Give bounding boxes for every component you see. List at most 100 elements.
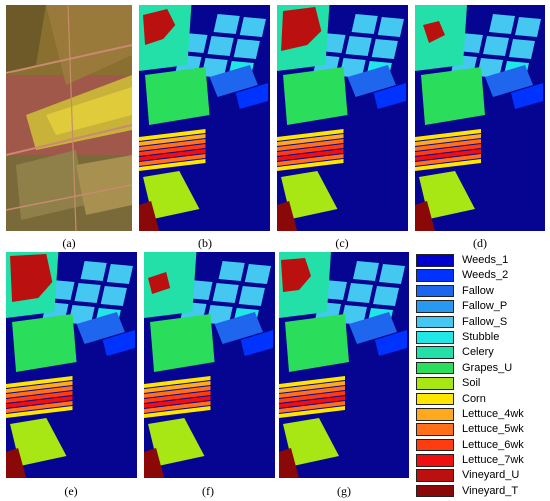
legend-swatch xyxy=(416,438,454,452)
legend-swatch xyxy=(416,315,454,329)
field-vineyard-u xyxy=(281,258,311,292)
field-lettuce-stripe xyxy=(279,376,345,388)
legend-label: Fallow_S xyxy=(462,315,508,328)
panel-c-classification-map xyxy=(277,5,408,231)
field-fallow-s xyxy=(345,36,372,56)
field-lettuce-stripe xyxy=(277,134,344,146)
legend-swatch xyxy=(416,454,454,467)
field-fallow-s xyxy=(373,286,399,306)
legend-label: Celery xyxy=(462,346,494,359)
field-lettuce-stripe xyxy=(139,129,206,141)
field-soil xyxy=(143,171,200,219)
field-celery xyxy=(415,5,467,71)
legend-swatch xyxy=(416,423,454,436)
legend-item: Corn xyxy=(414,392,548,407)
field-lettuce-stripe xyxy=(277,149,344,161)
field-fallow xyxy=(209,65,258,97)
legend-label: Vineyard_T xyxy=(462,484,519,497)
field-lettuce-stripe xyxy=(277,139,344,151)
field-fallow-s xyxy=(353,261,379,281)
field-weeds-2 xyxy=(373,83,406,109)
field-celery xyxy=(144,252,197,318)
legend-item: Vineyard_T xyxy=(414,484,548,499)
field-weeds-2 xyxy=(102,330,135,356)
field-lettuce-stripe xyxy=(279,391,345,403)
field-fallow-s xyxy=(477,58,503,78)
legend-label: Fallow_P xyxy=(462,300,508,313)
field-lettuce-stripe xyxy=(6,391,73,403)
field-grapes-u xyxy=(283,67,348,125)
field-lettuce-stripe xyxy=(144,406,211,418)
field-lettuce-stripe xyxy=(279,381,345,393)
field-lettuce-stripe xyxy=(139,144,206,156)
legend-label: Weeds_2 xyxy=(462,269,509,282)
field-vineyard-t xyxy=(144,448,165,478)
legend-swatch xyxy=(416,484,454,498)
field-lettuce-stripe xyxy=(144,391,211,403)
field-lettuce-stripe xyxy=(139,149,206,161)
field-lettuce-stripe xyxy=(6,401,73,413)
field-fallow-s xyxy=(489,14,515,34)
legend-item: Lettuce_5wk xyxy=(414,422,548,437)
field-weeds-2 xyxy=(511,83,543,109)
field-lettuce-stripe xyxy=(6,386,73,398)
legend-item: Lettuce_7wk xyxy=(414,453,548,468)
field-vineyard-u xyxy=(143,9,176,45)
legend-swatch xyxy=(416,300,454,313)
field-fallow-s xyxy=(68,305,95,325)
field-soil xyxy=(10,418,67,466)
field-soil xyxy=(419,171,475,219)
field-lettuce-stripe xyxy=(6,381,73,393)
field-weeds-2 xyxy=(235,83,268,109)
field-grapes-u xyxy=(421,67,485,125)
field-grapes-u xyxy=(145,67,210,125)
field-fallow-s xyxy=(377,17,404,37)
legend-label: Lettuce_4wk xyxy=(462,407,524,420)
field-soil xyxy=(281,171,338,219)
field-lettuce-stripe xyxy=(415,134,481,146)
field-fallow xyxy=(214,312,263,344)
field-lettuce-stripe xyxy=(279,406,345,418)
panel-f-caption: (f) xyxy=(202,484,214,498)
field-lettuce-stripe xyxy=(139,159,206,171)
field-lettuce-stripe xyxy=(144,376,211,388)
field-lettuce-stripe xyxy=(6,406,73,418)
field-vineyard-t xyxy=(279,448,299,478)
legend-label: Lettuce_6wk xyxy=(462,438,524,451)
legend-item: Fallow xyxy=(414,284,548,299)
field-fallow xyxy=(347,65,396,97)
field-fallow-s xyxy=(379,264,405,284)
field-lettuce-stripe xyxy=(279,386,345,398)
field-fallow-s xyxy=(515,17,541,37)
field-lettuce-stripe xyxy=(415,154,481,166)
legend-swatch xyxy=(416,361,454,375)
panel-e-caption: (e) xyxy=(64,484,78,498)
field-lettuce-stripe xyxy=(279,401,345,413)
legend-item: Vineyard_U xyxy=(414,468,548,483)
panel-a-caption: (a) xyxy=(62,236,76,250)
field-fallow xyxy=(485,65,533,97)
field-fallow xyxy=(76,312,125,344)
field-grapes-u xyxy=(285,314,349,372)
field-fallow-s xyxy=(341,305,367,325)
legend-swatch xyxy=(416,346,454,359)
legend-swatch xyxy=(416,284,454,298)
field-fallow-s xyxy=(201,58,228,78)
legend-swatch xyxy=(416,377,454,390)
field-lettuce-stripe xyxy=(415,159,481,171)
field-fallow-s xyxy=(206,305,233,325)
legend-label: Stubble xyxy=(462,330,500,343)
panel-f-classification-map xyxy=(144,252,275,478)
legend-swatch xyxy=(416,254,454,267)
field-fallow-s xyxy=(351,14,378,34)
legend-item: Celery xyxy=(414,345,548,360)
legend-item: Weeds_1 xyxy=(414,253,548,268)
panel-g-caption: (g) xyxy=(337,484,351,498)
field-lettuce-stripe xyxy=(279,396,345,408)
field-lettuce-stripe xyxy=(144,396,211,408)
class-legend: Weeds_1 Weeds_2 Fallow Fallow_P Fallow_S Stub… xyxy=(414,253,548,499)
field-fallow-s xyxy=(371,39,398,59)
field-soil xyxy=(148,418,205,466)
field-lettuce-stripe xyxy=(277,144,344,156)
legend-swatch xyxy=(416,392,454,406)
